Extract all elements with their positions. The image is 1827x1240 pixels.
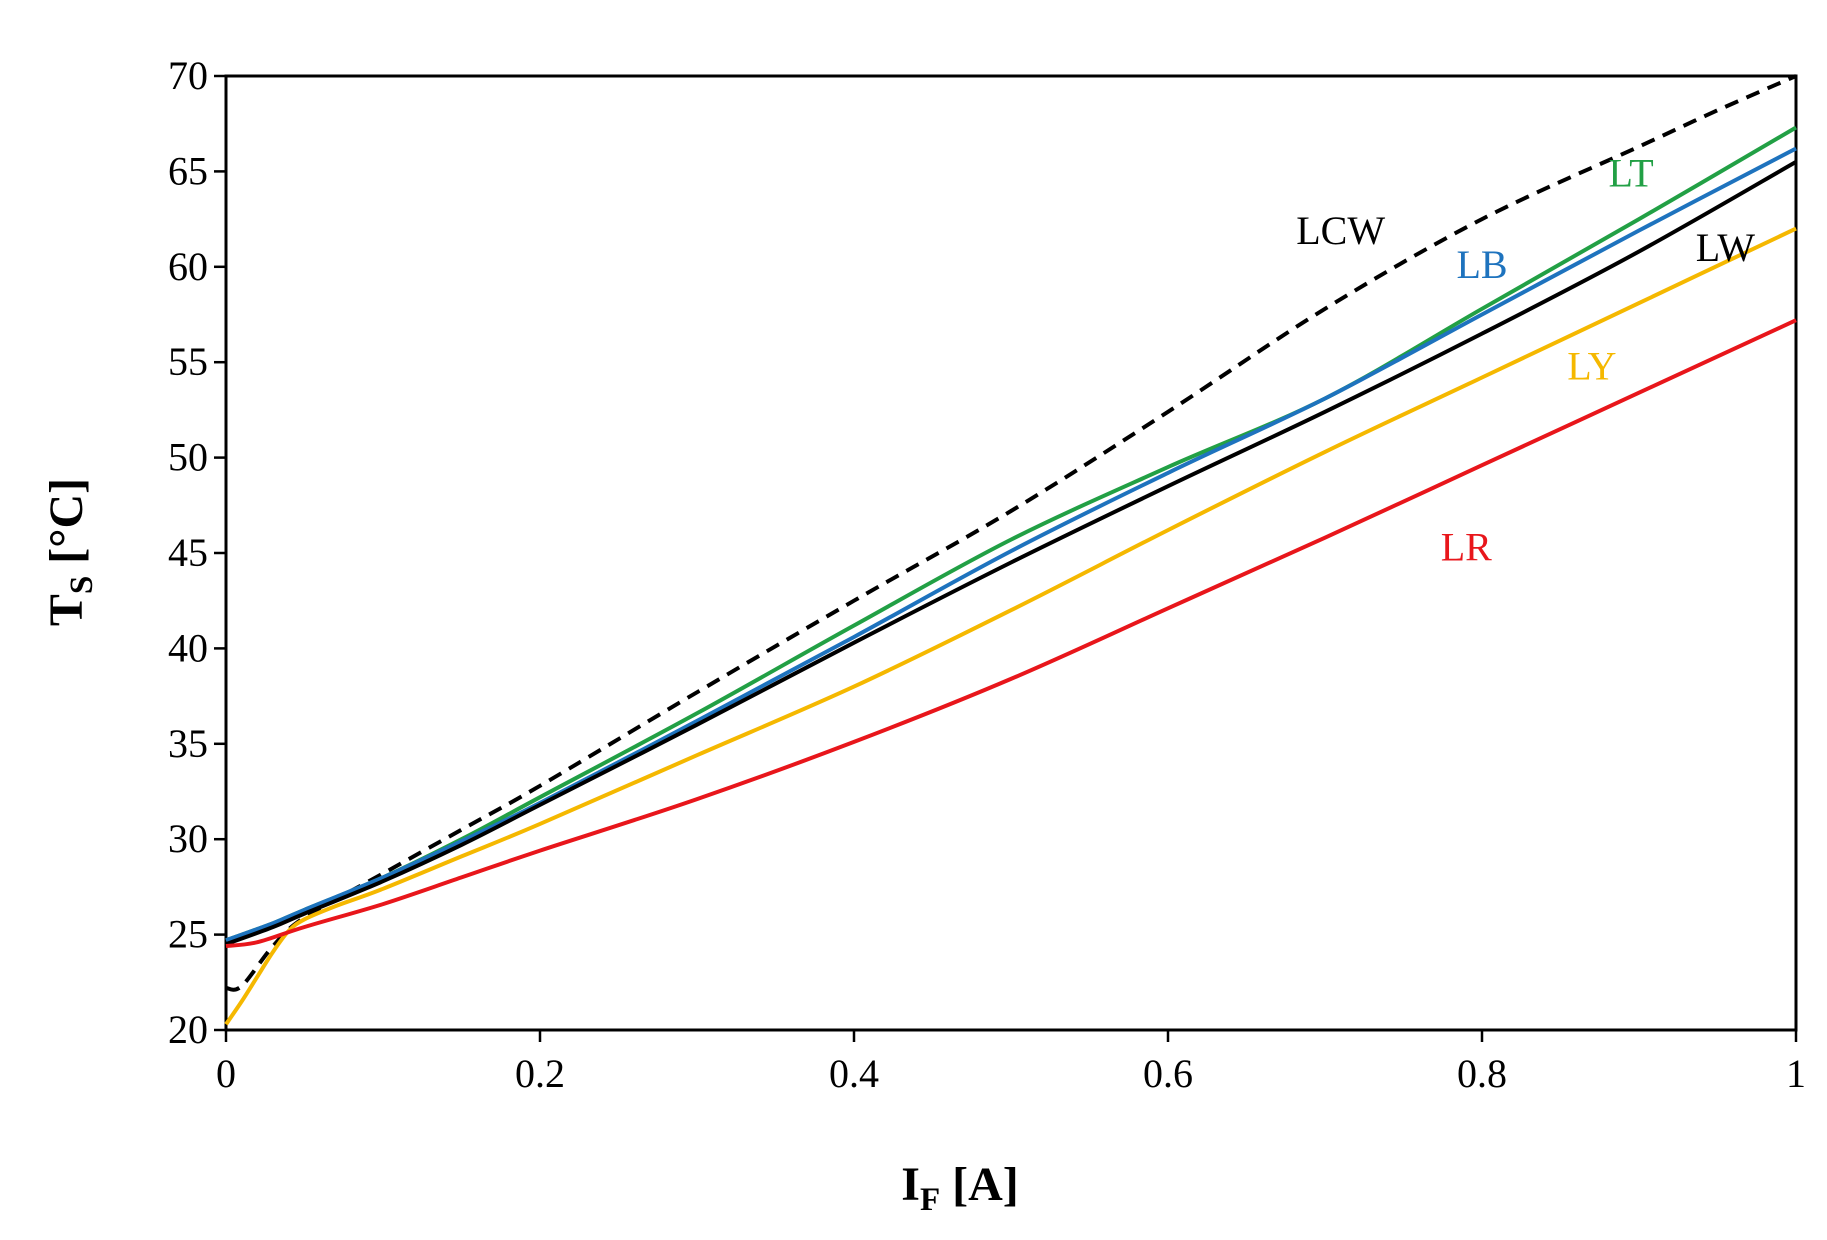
series-label-lt: LT <box>1609 151 1654 196</box>
series-label-lw: LW <box>1696 225 1755 270</box>
y-tick-label: 60 <box>168 244 208 289</box>
x-axis-ticks: 0 0.2 0.4 0.6 0.8 1 <box>216 1030 1806 1096</box>
x-tick-label: 0.2 <box>515 1051 565 1096</box>
series-line-lcw <box>225 74 1797 992</box>
y-tick-label: 55 <box>168 339 208 384</box>
x-tick-label: 1 <box>1786 1051 1806 1096</box>
x-tick-label: 0 <box>216 1051 236 1096</box>
x-axis-title-unit: [A] <box>952 1158 1019 1211</box>
y-axis-title-subscript: S <box>64 576 100 594</box>
x-axis-title-subscript: F <box>920 1182 940 1218</box>
y-tick-label: 30 <box>168 816 208 861</box>
series-line-lb <box>225 146 1797 943</box>
series-labels: LCW LT LB LW LY LR <box>1296 151 1755 570</box>
x-axis-title-main: I <box>901 1158 920 1211</box>
y-tick-label: 65 <box>168 148 208 193</box>
series-label-ly: LY <box>1567 343 1616 388</box>
series-lines <box>224 74 1798 1026</box>
series-label-lb: LB <box>1456 242 1507 287</box>
y-tick-label: 50 <box>168 435 208 480</box>
series-line-lw <box>225 160 1797 946</box>
y-tick-label: 25 <box>168 912 208 957</box>
x-tick-label: 0.8 <box>1457 1051 1507 1096</box>
y-tick-label: 45 <box>168 530 208 575</box>
y-axis-title-unit: [°C] <box>40 478 93 564</box>
y-tick-label: 20 <box>168 1007 208 1052</box>
series-line-lr <box>225 318 1797 948</box>
series-label-lr: LR <box>1441 525 1492 570</box>
y-axis-ticks: 20 25 30 35 40 45 50 55 60 65 70 <box>168 53 226 1052</box>
y-tick-label: 70 <box>168 53 208 98</box>
series-label-lcw: LCW <box>1296 208 1385 253</box>
y-axis-title: TS [°C] <box>40 478 100 626</box>
y-tick-label: 40 <box>168 625 208 670</box>
x-tick-label: 0.6 <box>1143 1051 1193 1096</box>
x-axis-title: IF [A] <box>901 1158 1019 1218</box>
y-tick-label: 35 <box>168 721 208 766</box>
x-tick-label: 0.4 <box>829 1051 879 1096</box>
y-axis-title-main: T <box>40 594 93 626</box>
